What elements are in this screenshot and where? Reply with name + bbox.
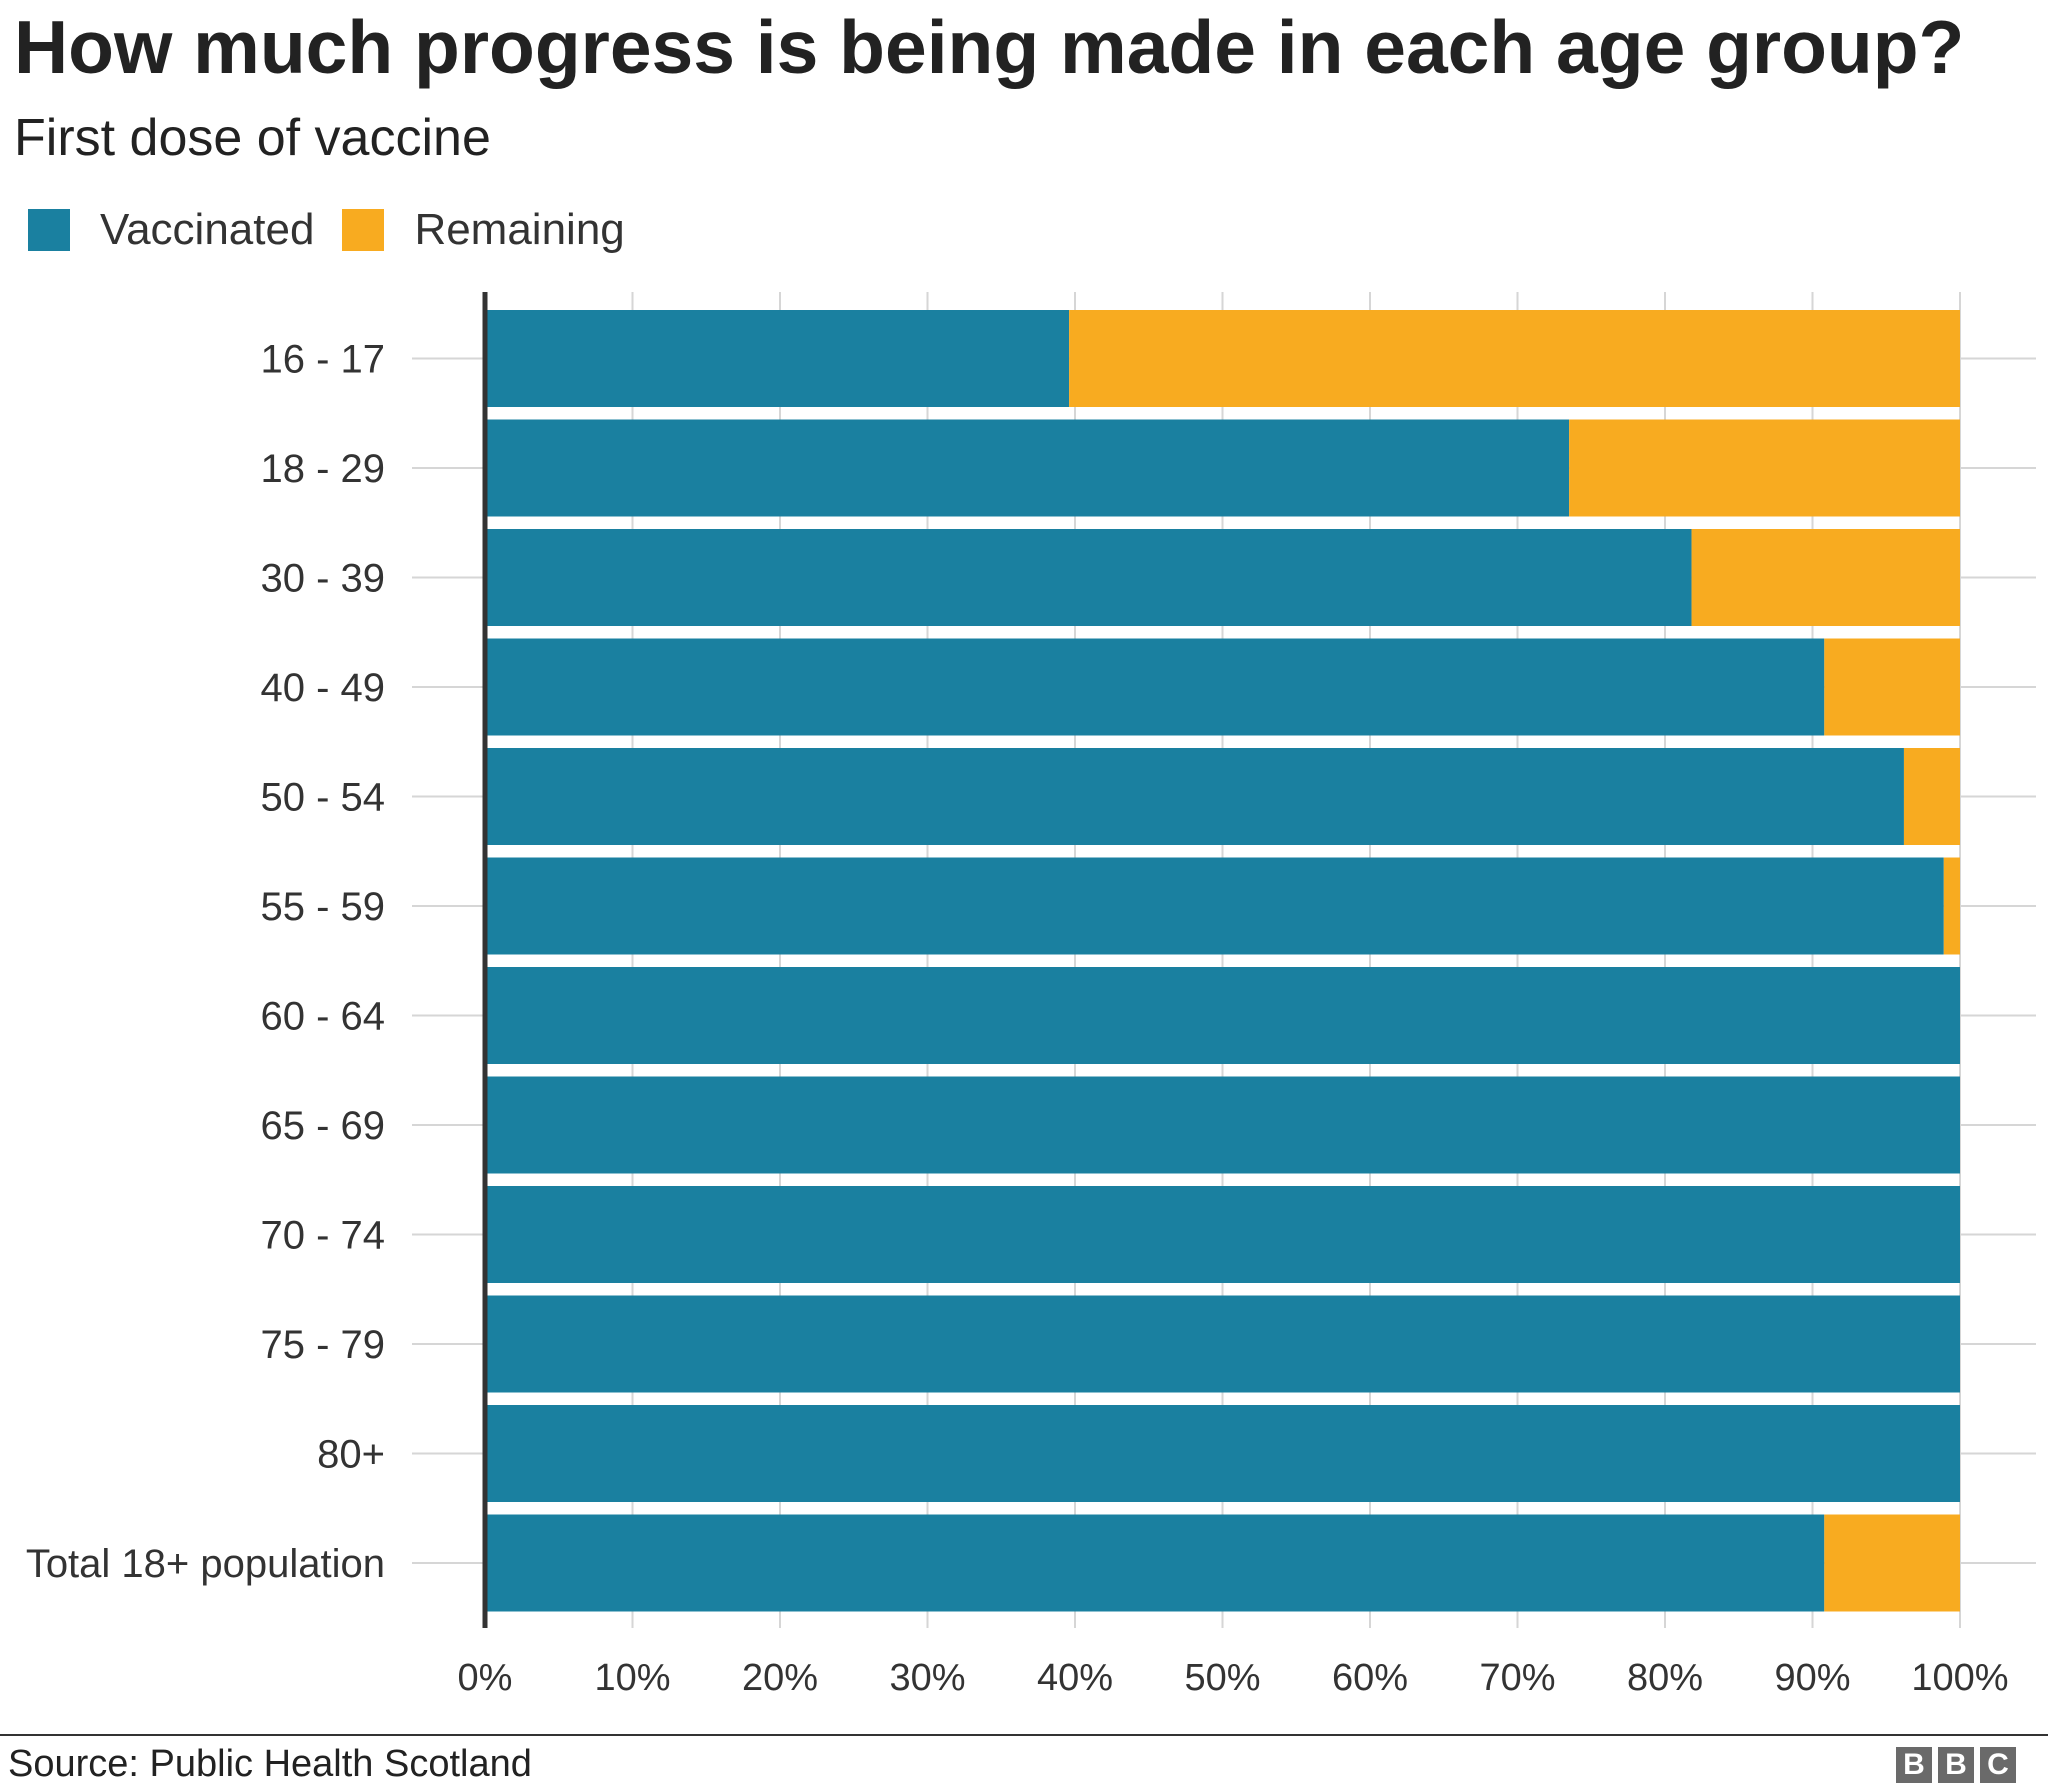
bar-vaccinated [485,1405,1960,1502]
bar-remaining [1943,857,1960,955]
x-tick-label: 70% [1479,1657,1555,1699]
legend-label-remaining: Remaining [414,205,625,254]
category-label: 18 - 29 [260,447,385,491]
chart-subtitle: First dose of vaccine [14,109,491,167]
bar-vaccinated [485,748,1904,845]
x-tick-label: 30% [889,1657,965,1699]
bar-vaccinated [485,1295,1960,1393]
bar-vaccinated [485,1514,1825,1612]
x-tick-label: 80% [1627,1657,1703,1699]
chart-title: How much progress is being made in each … [14,5,1965,89]
x-tick-label: 50% [1184,1657,1260,1699]
bar-remaining [1069,310,1960,407]
bbc-logo-letter: B [1938,1747,1974,1783]
bar-remaining [1569,419,1960,517]
legend-item-vaccinated: Vaccinated [28,205,314,255]
category-label: 75 - 79 [260,1323,385,1367]
x-tick-label: 90% [1774,1657,1850,1699]
bbc-logo: B B C [1890,1747,2016,1783]
x-tick-label: 20% [742,1657,818,1699]
footer-divider [0,1734,2048,1736]
category-label: 55 - 59 [260,885,385,929]
category-label: Total 18+ population [26,1542,385,1586]
source-note: Source: Public Health Scotland [8,1743,532,1785]
bar-remaining [1903,748,1960,845]
category-label: 40 - 49 [260,666,385,710]
category-label: 80+ [317,1433,385,1477]
category-label: 50 - 54 [260,776,385,820]
bar-remaining [1691,529,1960,626]
category-label: 30 - 39 [260,557,385,601]
x-tick-label: 60% [1332,1657,1408,1699]
category-label: 16 - 17 [260,338,385,382]
legend-swatch-vaccinated [28,209,70,251]
category-label: 65 - 69 [260,1104,385,1148]
bar-vaccinated [485,1186,1960,1283]
bar-vaccinated [485,638,1825,736]
bar-remaining [1824,638,1960,736]
bar-chart: 16 - 17 18 - 29 30 - 39 40 - 49 50 - 54 55 - … [26,292,2036,1699]
x-tick-label: 40% [1037,1657,1113,1699]
x-tick-label: 10% [594,1657,670,1699]
legend-swatch-remaining [342,209,385,251]
bar-vaccinated [485,857,1944,955]
category-label: 70 - 74 [260,1214,385,1258]
bbc-logo-letter: B [1896,1747,1932,1783]
bbc-logo-letter: C [1980,1747,2016,1783]
category-label: 60 - 64 [260,995,385,1039]
bar-vaccinated [485,529,1692,626]
legend-label-vaccinated: Vaccinated [100,205,315,254]
bar-remaining [1824,1514,1960,1612]
legend-item-remaining: Remaining [342,205,625,255]
bar-vaccinated [485,310,1070,407]
x-tick-label: 100% [1911,1657,2008,1699]
bar-vaccinated [485,1076,1960,1174]
x-tick-label: 0% [458,1657,513,1699]
chart-legend: Vaccinated Remaining [28,198,653,262]
bar-vaccinated [485,967,1960,1064]
bar-vaccinated [485,419,1570,517]
